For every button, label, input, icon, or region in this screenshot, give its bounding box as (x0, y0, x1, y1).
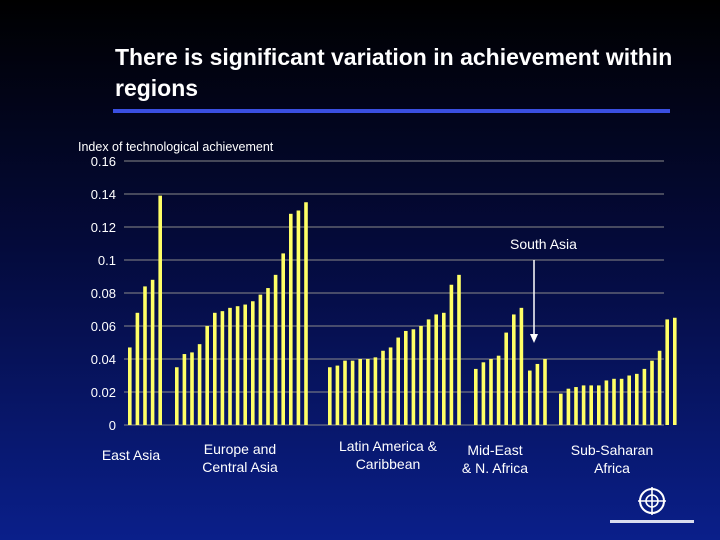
bar (512, 314, 516, 425)
bar (296, 210, 301, 425)
y-tick-label: 0 (109, 418, 116, 433)
y-tick-label: 0.16 (91, 154, 116, 169)
bar (543, 359, 547, 425)
bar (619, 378, 624, 425)
category-label-line: Central Asia (202, 459, 278, 475)
bar (235, 306, 240, 425)
bar (457, 274, 461, 425)
y-tick-label: 0.14 (91, 187, 116, 202)
bar (528, 370, 532, 425)
bar (328, 367, 332, 425)
category-label-line: Sub-Saharan (570, 442, 654, 458)
bar (597, 385, 601, 425)
category-label-line: & N. Africa (461, 460, 529, 476)
bar (566, 388, 571, 425)
title-underline (113, 109, 670, 113)
bar (258, 294, 263, 425)
bar (449, 284, 454, 425)
bar (489, 359, 493, 425)
bar (657, 350, 662, 425)
bar (220, 311, 225, 425)
category-label-line: Europe and (203, 441, 277, 457)
bar (396, 337, 400, 425)
bar (604, 380, 609, 425)
category-label-sub-saharan-africa: Sub-Saharan Africa (562, 441, 662, 477)
bar (535, 363, 540, 425)
bar (289, 213, 293, 425)
category-label-line: East Asia (101, 447, 161, 463)
category-label-line: Caribbean (355, 456, 421, 472)
bar (519, 307, 524, 425)
y-axis-title: Index of technological achievement (78, 140, 274, 154)
annotation-arrow-head (530, 334, 538, 343)
bar (627, 375, 631, 425)
bar (150, 279, 155, 425)
bar (182, 354, 187, 425)
bar (665, 319, 669, 425)
bar (281, 253, 285, 425)
bar (266, 288, 270, 425)
bar (197, 344, 202, 425)
bar (589, 385, 593, 425)
bar (366, 359, 370, 425)
bar (304, 202, 308, 425)
y-tick-label: 0.12 (91, 220, 116, 235)
category-label-line: Latin America & (338, 438, 438, 454)
development-prospects-logo (610, 487, 694, 523)
bar (228, 307, 232, 425)
category-label-mid-east: Mid-East & N. Africa (450, 441, 540, 477)
bar (135, 312, 140, 425)
bar (143, 286, 147, 425)
bar (612, 378, 616, 425)
bar (404, 330, 408, 425)
category-label-line: Africa (594, 460, 630, 476)
category-label-europe-central-asia: Europe and Central Asia (180, 440, 300, 476)
bar (434, 314, 438, 425)
bar (273, 274, 278, 425)
bar (650, 360, 654, 425)
bar (419, 326, 423, 425)
y-tick-label: 0.06 (91, 319, 116, 334)
bar (350, 360, 355, 425)
y-tick-label: 0.1 (98, 253, 116, 268)
bar (504, 332, 508, 425)
bar (426, 319, 431, 425)
bar (128, 347, 132, 425)
bar (642, 368, 647, 425)
bar (190, 352, 194, 425)
bar (213, 312, 217, 425)
bar (381, 350, 385, 425)
bar (205, 326, 209, 425)
bar (411, 329, 416, 425)
bar (335, 365, 340, 425)
slide-title: There is significant variation in achiev… (115, 44, 673, 101)
bar (358, 359, 362, 425)
category-label-latin-america: Latin America & Caribbean (328, 437, 448, 473)
bar (251, 301, 255, 425)
bar (635, 373, 639, 425)
bar (559, 393, 563, 425)
bar (496, 355, 501, 425)
category-label-east-asia: East Asia (92, 446, 170, 464)
bar (388, 347, 393, 425)
bar (442, 312, 446, 425)
category-label-line: Mid-East (467, 442, 523, 458)
bar (158, 195, 162, 425)
bar (343, 360, 347, 425)
bar (243, 304, 247, 425)
annotation-south-asia: South Asia (510, 236, 577, 252)
y-tick-label: 0.04 (91, 352, 116, 367)
bar (574, 387, 578, 425)
bar (673, 317, 677, 425)
bar (373, 357, 378, 425)
bar (474, 368, 478, 425)
y-tick-label: 0.02 (91, 385, 116, 400)
y-tick-label: 0.08 (91, 286, 116, 301)
bar (175, 367, 179, 425)
bar (581, 385, 586, 425)
bar (481, 362, 486, 425)
